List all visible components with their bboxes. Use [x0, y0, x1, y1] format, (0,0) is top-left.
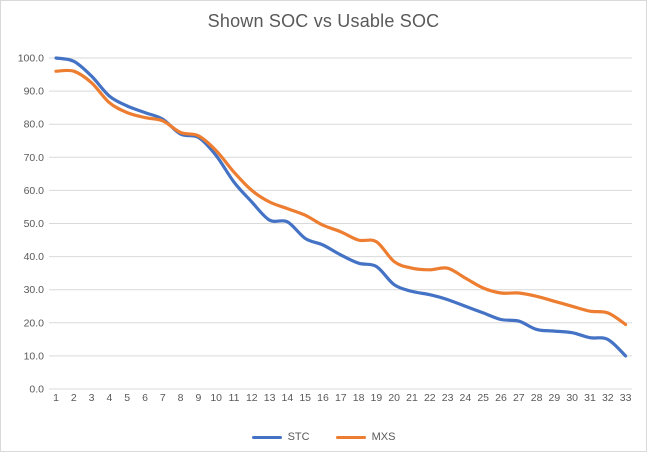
x-tick-label: 23: [442, 392, 454, 404]
x-tick-label: 2: [71, 392, 77, 404]
y-tick-label: 80.0: [24, 119, 45, 131]
x-tick-label: 5: [124, 392, 130, 404]
x-tick-label: 1: [53, 392, 59, 404]
x-tick-label: 33: [620, 392, 632, 404]
y-tick-label: 10.0: [24, 350, 45, 362]
x-tick-label: 12: [246, 392, 258, 404]
x-tick-label: 16: [317, 392, 329, 404]
x-tick-label: 11: [229, 392, 240, 404]
y-tick-label: 100.0: [18, 53, 44, 65]
x-tick-label: 25: [477, 392, 489, 404]
x-tick-label: 21: [406, 392, 418, 404]
y-tick-label: 20.0: [24, 317, 45, 329]
y-tick-label: 50.0: [24, 218, 45, 230]
x-axis-labels: 1 2 3 4 5 6 7 8 9 10 11 12 13 14 15 16 17 18 19 20 21 22 23 24 2…: [53, 392, 632, 404]
mxs-line-swatch-icon: [335, 435, 366, 439]
x-tick-label: 24: [460, 392, 472, 404]
series-stc-line: [54, 56, 628, 358]
stc-line-swatch-icon: [251, 435, 282, 439]
x-tick-label: 7: [160, 392, 166, 404]
x-tick-label: 20: [388, 392, 400, 404]
x-tick-label: 4: [106, 392, 112, 404]
x-tick-label: 29: [549, 392, 561, 404]
x-tick-label: 9: [195, 392, 201, 404]
x-tick-label: 27: [513, 392, 525, 404]
chart-title: Shown SOC vs Usable SOC: [207, 11, 440, 31]
y-axis-labels: 0.0 10.0 20.0 30.0 40.0 50.0 60.0 70.0 80.0 90.0 1…: [18, 53, 44, 396]
y-tick-label: 90.0: [24, 86, 45, 98]
gridlines: [49, 57, 632, 390]
x-tick-label: 31: [584, 392, 596, 404]
x-tick-label: 8: [178, 392, 184, 404]
x-tick-label: 18: [353, 392, 365, 404]
x-tick-label: 10: [210, 392, 222, 404]
x-tick-label: 15: [299, 392, 311, 404]
legend-item-stc: STC: [251, 431, 310, 443]
x-tick-label: 19: [371, 392, 383, 404]
x-tick-label: 30: [566, 392, 578, 404]
y-tick-label: 0.0: [29, 384, 44, 396]
x-tick-label: 17: [335, 392, 347, 404]
x-tick-label: 32: [602, 392, 614, 404]
legend-label-stc: STC: [287, 431, 310, 443]
x-tick-label: 6: [142, 392, 148, 404]
y-tick-label: 60.0: [24, 185, 45, 197]
x-tick-label: 14: [282, 392, 294, 404]
x-tick-label: 28: [531, 392, 543, 404]
x-tick-label: 22: [424, 392, 436, 404]
series-mxs-line: [54, 68, 628, 327]
x-tick-label: 13: [264, 392, 276, 404]
x-tick-label: 26: [495, 392, 507, 404]
y-tick-label: 40.0: [24, 251, 45, 263]
y-tick-label: 70.0: [24, 152, 45, 164]
legend-item-mxs: MXS: [335, 431, 396, 443]
x-tick-label: 3: [89, 392, 95, 404]
legend: STC MXS: [1, 431, 646, 443]
legend-label-mxs: MXS: [371, 431, 396, 443]
y-tick-label: 30.0: [24, 284, 45, 296]
